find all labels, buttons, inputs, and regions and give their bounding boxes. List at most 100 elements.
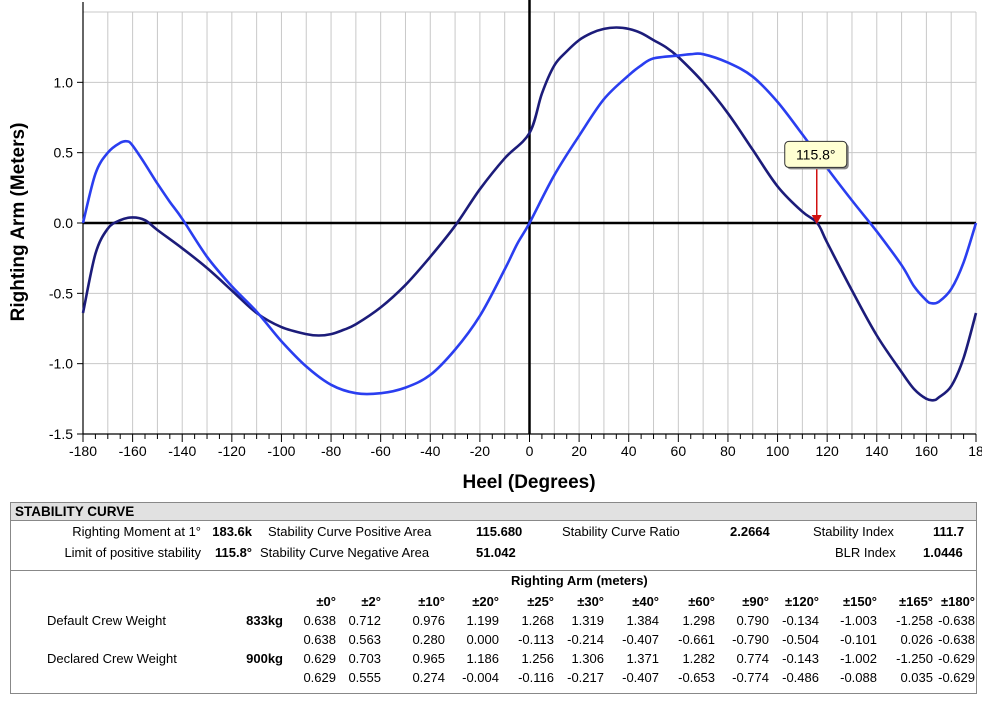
x-tick-label: 140	[865, 443, 889, 459]
series-line-1	[81, 26, 978, 402]
x-tick-label: -120	[218, 443, 246, 459]
chart-annotation: 115.8°	[784, 140, 849, 224]
blr-index-value: 1.0446	[923, 545, 963, 560]
table-row: Declared Crew Weight 900kg 0.629 0.703 0.965…	[11, 650, 976, 669]
x-tick-label: -160	[119, 443, 147, 459]
negative-area-value: 51.042	[476, 545, 516, 560]
table-cell: -0.774	[732, 670, 769, 685]
angle-header: ±25°	[527, 594, 554, 609]
table-cell: -0.004	[462, 670, 499, 685]
x-tick-label: 18	[968, 443, 982, 459]
table-cell: 1.186	[466, 651, 499, 666]
righting-arm-chart: -180 -160 -140 -120 -100 -80 -60 -40 -20 0 20 40 60 8…	[8, 0, 982, 493]
y-tick-label: 0.5	[54, 145, 74, 161]
table-cell: 0.790	[736, 613, 769, 628]
positive-area-value: 115.680	[476, 524, 523, 539]
summary-row-1: Righting Moment at 1° 183.6k Stability C…	[11, 521, 976, 542]
table-cell: 0.563	[348, 632, 381, 647]
stability-index-label: Stability Index	[813, 524, 894, 539]
table-cell: 1.298	[682, 613, 715, 628]
negative-area-label: Stability Curve Negative Area	[260, 545, 430, 560]
stability-curve-panel: STABILITY CURVE Righting Moment at 1° 18…	[10, 502, 977, 694]
x-tick-label: 100	[766, 443, 790, 459]
righting-moment-label: Righting Moment at 1°	[72, 524, 201, 539]
table-cell: 1.282	[682, 651, 715, 666]
stability-index-value: 111.7	[933, 524, 965, 539]
angle-header: ±165°	[898, 594, 933, 609]
crew-weight-value: 900kg	[246, 651, 283, 666]
x-tick-label: -20	[470, 443, 490, 459]
table-cell: -0.134	[782, 613, 819, 628]
crew-weight-label: Declared Crew Weight	[47, 651, 177, 666]
table-cell: 0.026	[900, 632, 933, 647]
angle-header: ±120°	[784, 594, 819, 609]
angle-header: ±30°	[577, 594, 604, 609]
table-cell: -0.661	[678, 632, 715, 647]
blr-index-label: BLR Index	[835, 545, 896, 560]
table-cell: -0.407	[622, 670, 659, 685]
annotation-arrowhead	[811, 215, 822, 224]
table-row: 0.629 0.555 0.274 -0.004 -0.116 -0.217 -0.407 -…	[11, 669, 976, 688]
table-cell: 0.638	[303, 613, 336, 628]
table-cell: 1.199	[466, 613, 499, 628]
table-cell: -0.653	[678, 670, 715, 685]
summary-row-2: Limit of positive stability 115.8° Stabi…	[11, 542, 976, 563]
table-cell: 1.256	[521, 651, 554, 666]
angle-header: ±40°	[632, 594, 659, 609]
curve-ratio-value: 2.2664	[730, 524, 770, 539]
y-tick-label: 0.0	[54, 215, 74, 231]
angle-header: ±0°	[316, 594, 336, 609]
table-cell: -0.088	[840, 670, 877, 685]
table-cell: 1.384	[626, 613, 659, 628]
x-tick-label: 80	[720, 443, 736, 459]
y-tick-label: -0.5	[49, 285, 73, 301]
x-tick-label: -100	[267, 443, 295, 459]
table-cell: -1.258	[896, 613, 933, 628]
table-cell: -1.003	[840, 613, 877, 628]
table-cell: -0.143	[782, 651, 819, 666]
y-tick-label: -1.0	[49, 356, 73, 372]
table-cell: -0.638	[938, 632, 975, 647]
x-tick-label: 160	[915, 443, 939, 459]
angle-header: ±180°	[940, 594, 975, 609]
table-row: Default Crew Weight 833kg 0.638 0.712 0.976 1…	[11, 612, 976, 631]
limit-label: Limit of positive stability	[64, 545, 201, 560]
table-cell: -0.217	[567, 670, 604, 685]
table-cell: 1.268	[521, 613, 554, 628]
table-cell: -0.101	[840, 632, 877, 647]
annotation-label: 115.8°	[796, 146, 836, 162]
chart-series	[81, 26, 978, 402]
table-cell: -1.250	[896, 651, 933, 666]
table-cell: 0.976	[412, 613, 445, 628]
angle-header: ±60°	[688, 594, 715, 609]
angle-header: ±90°	[742, 594, 769, 609]
table-cell: -0.629	[938, 651, 975, 666]
x-tick-label: -40	[420, 443, 440, 459]
table-cell: -0.116	[518, 670, 554, 685]
crew-weight-label: Default Crew Weight	[47, 613, 166, 628]
x-tick-label: 40	[621, 443, 637, 459]
table-cell: 0.629	[303, 670, 336, 685]
y-tick-label: -1.5	[49, 426, 73, 442]
chart-axes: -180 -160 -140 -120 -100 -80 -60 -40 -20 0 20 40 60 8…	[49, 0, 982, 459]
x-axis-label: Heel (Degrees)	[462, 472, 595, 493]
table-cell: 1.319	[571, 613, 604, 628]
table-cell: 0.035	[900, 670, 933, 685]
x-tick-label: 120	[815, 443, 839, 459]
x-tick-label: -140	[168, 443, 196, 459]
table-header-row: ±0° ±2° ±10° ±20° ±25° ±30° ±40° ±60° ±90° ±120° ±…	[11, 593, 976, 612]
x-tick-label: 0	[526, 443, 534, 459]
angle-header: ±2°	[361, 594, 381, 609]
positive-area-label: Stability Curve Positive Area	[268, 524, 432, 539]
table-cell: -0.638	[938, 613, 975, 628]
angle-header: ±20°	[472, 594, 499, 609]
table-cell: -0.790	[732, 632, 769, 647]
righting-moment-value: 183.6k	[212, 524, 252, 539]
y-tick-label: 1.0	[54, 74, 74, 90]
x-tick-label: -180	[69, 443, 97, 459]
table-cell: -0.214	[567, 632, 604, 647]
table-cell: -0.486	[782, 670, 819, 685]
y-axis-label: Righting Arm (Meters)	[8, 123, 29, 322]
table-cell: 0.712	[348, 613, 381, 628]
annotation-box	[784, 140, 848, 168]
